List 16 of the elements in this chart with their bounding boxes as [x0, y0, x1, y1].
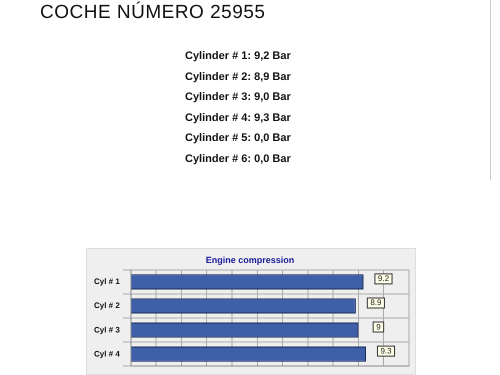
chart-title: Engine compression	[206, 254, 294, 265]
text: Cylinder # 1: 9,2 Bar	[185, 50, 291, 64]
text: Cylinder # 2: 8,9 Bar	[185, 70, 291, 84]
text: Cylinder # 6: 0,0 Bar	[185, 152, 291, 166]
data-label: 9.3	[380, 346, 392, 356]
data-label: 8.9	[370, 298, 382, 308]
text: Cylinder # 4: 9,3 Bar	[185, 112, 291, 126]
data-label: 9	[376, 322, 382, 332]
text: Cylinder # 3: 9,0 Bar	[185, 91, 291, 105]
text: COCHE NÚMERO 25955	[40, 2, 266, 24]
text: Cylinder # 5: 0,0 Bar	[185, 132, 291, 146]
y-tick-label: Cyl # 3	[94, 325, 120, 334]
y-tick-label: Cyl # 2	[94, 301, 120, 310]
y-tick-label: Cyl # 4	[94, 349, 120, 358]
y-tick-label: Cyl # 1	[94, 277, 120, 286]
data-label: 9.2	[378, 274, 390, 284]
